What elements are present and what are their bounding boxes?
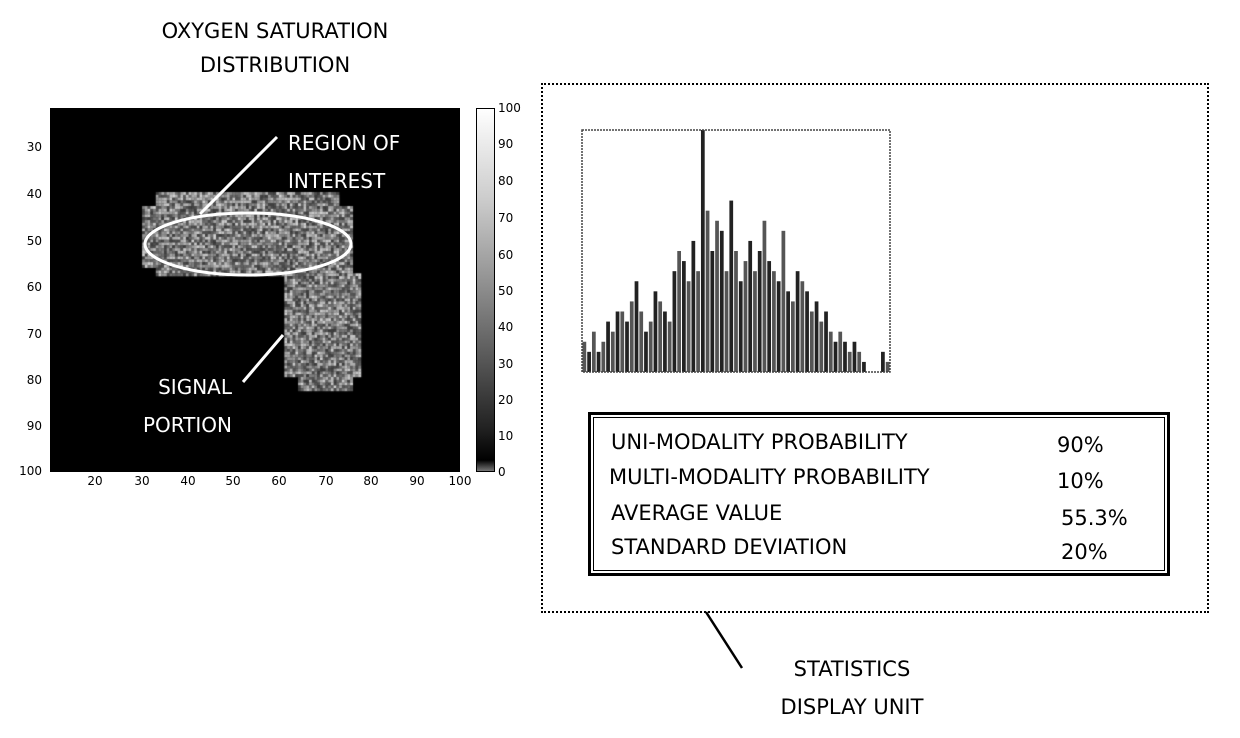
histogram-bar (597, 352, 601, 372)
histogram-bar (696, 271, 700, 372)
histogram-bar (710, 251, 714, 372)
histogram-bar (616, 312, 620, 373)
histogram-bar (791, 301, 795, 372)
histogram-bar (824, 312, 828, 373)
histogram-bar (611, 332, 615, 372)
histogram-bar (800, 281, 804, 372)
region-of-interest-ellipse (145, 213, 351, 275)
stat-value: 55.3% (1061, 506, 1128, 530)
histogram-bar (682, 261, 686, 372)
statistics-caption: STATISTICS DISPLAY UNIT (722, 650, 982, 726)
histogram-bar (862, 362, 866, 372)
histogram-bar (658, 301, 662, 372)
histogram-bar (796, 271, 800, 372)
stat-value: 20% (1061, 540, 1108, 564)
histogram-bar (630, 301, 634, 372)
histogram-bar (706, 211, 710, 372)
signal-leader-line (243, 335, 283, 382)
histogram-bar (677, 251, 681, 372)
histogram-bar (834, 342, 838, 372)
histogram-bar (606, 322, 610, 372)
histogram-bar (772, 271, 776, 372)
histogram-bar (782, 231, 786, 372)
histogram-bar (644, 332, 648, 372)
histogram-bar (587, 352, 591, 372)
statistics-table: UNI-MODALITY PROBABILITY 90% MULTI-MODAL… (588, 412, 1170, 576)
signal-portion-label: SIGNAL PORTION (118, 368, 232, 444)
histogram-bar (583, 342, 587, 372)
histogram-bar (701, 130, 705, 372)
histogram-bar (734, 251, 738, 372)
histogram-bar (815, 301, 819, 372)
histogram-bar (635, 281, 639, 372)
histogram-bar (654, 291, 658, 372)
histogram-bar (687, 281, 691, 372)
stat-value: 10% (1057, 469, 1104, 493)
histogram-bar (819, 322, 823, 372)
histogram-bar (763, 221, 767, 372)
histogram-bar (843, 342, 847, 372)
histogram-chart (570, 120, 900, 382)
histogram-bar (620, 312, 624, 373)
histogram-bar (744, 261, 748, 372)
caption-line: DISPLAY UNIT (722, 688, 982, 726)
stat-value: 90% (1057, 433, 1104, 457)
histogram-bar (748, 241, 752, 372)
histogram-bar (758, 251, 762, 372)
histogram-bar (881, 352, 885, 372)
roi-leader-line (200, 137, 277, 214)
histogram-bar (857, 352, 861, 372)
histogram-bar (720, 231, 724, 372)
histogram-bar (805, 291, 809, 372)
histogram-bar (767, 261, 771, 372)
histogram-bar (592, 332, 596, 372)
roi-label: REGION OF INTEREST (288, 124, 400, 200)
histogram-bar (753, 271, 757, 372)
roi-label-line: INTEREST (288, 162, 400, 200)
histogram-bar (838, 332, 842, 372)
histogram-bar (786, 291, 790, 372)
histogram-bar (886, 362, 890, 372)
histogram-bar (715, 221, 719, 372)
histogram-bar (668, 322, 672, 372)
histogram-bar (625, 322, 629, 372)
stat-label: AVERAGE VALUE (611, 501, 782, 525)
histogram-bar (639, 312, 643, 373)
histogram-bar (725, 271, 729, 372)
stat-label: UNI-MODALITY PROBABILITY (611, 430, 908, 454)
histogram-bar (777, 281, 781, 372)
histogram-bar (739, 281, 743, 372)
histogram-bar (848, 352, 852, 372)
histogram-bar (853, 342, 857, 372)
histogram-bar (691, 241, 695, 372)
histogram-bar (729, 201, 733, 372)
histogram-bar (601, 342, 605, 372)
caption-line: STATISTICS (722, 650, 982, 688)
stat-label: STANDARD DEVIATION (611, 535, 847, 559)
histogram-bar (649, 322, 653, 372)
histogram-bar (663, 312, 667, 373)
signal-label-line: SIGNAL (118, 368, 232, 406)
stat-label: MULTI-MODALITY PROBABILITY (609, 465, 930, 489)
histogram-bar (810, 312, 814, 373)
roi-label-line: REGION OF (288, 124, 400, 162)
histogram-bar (829, 332, 833, 372)
signal-label-line: PORTION (118, 406, 232, 444)
histogram-bar (673, 271, 677, 372)
heatmap-overlay (0, 0, 520, 490)
